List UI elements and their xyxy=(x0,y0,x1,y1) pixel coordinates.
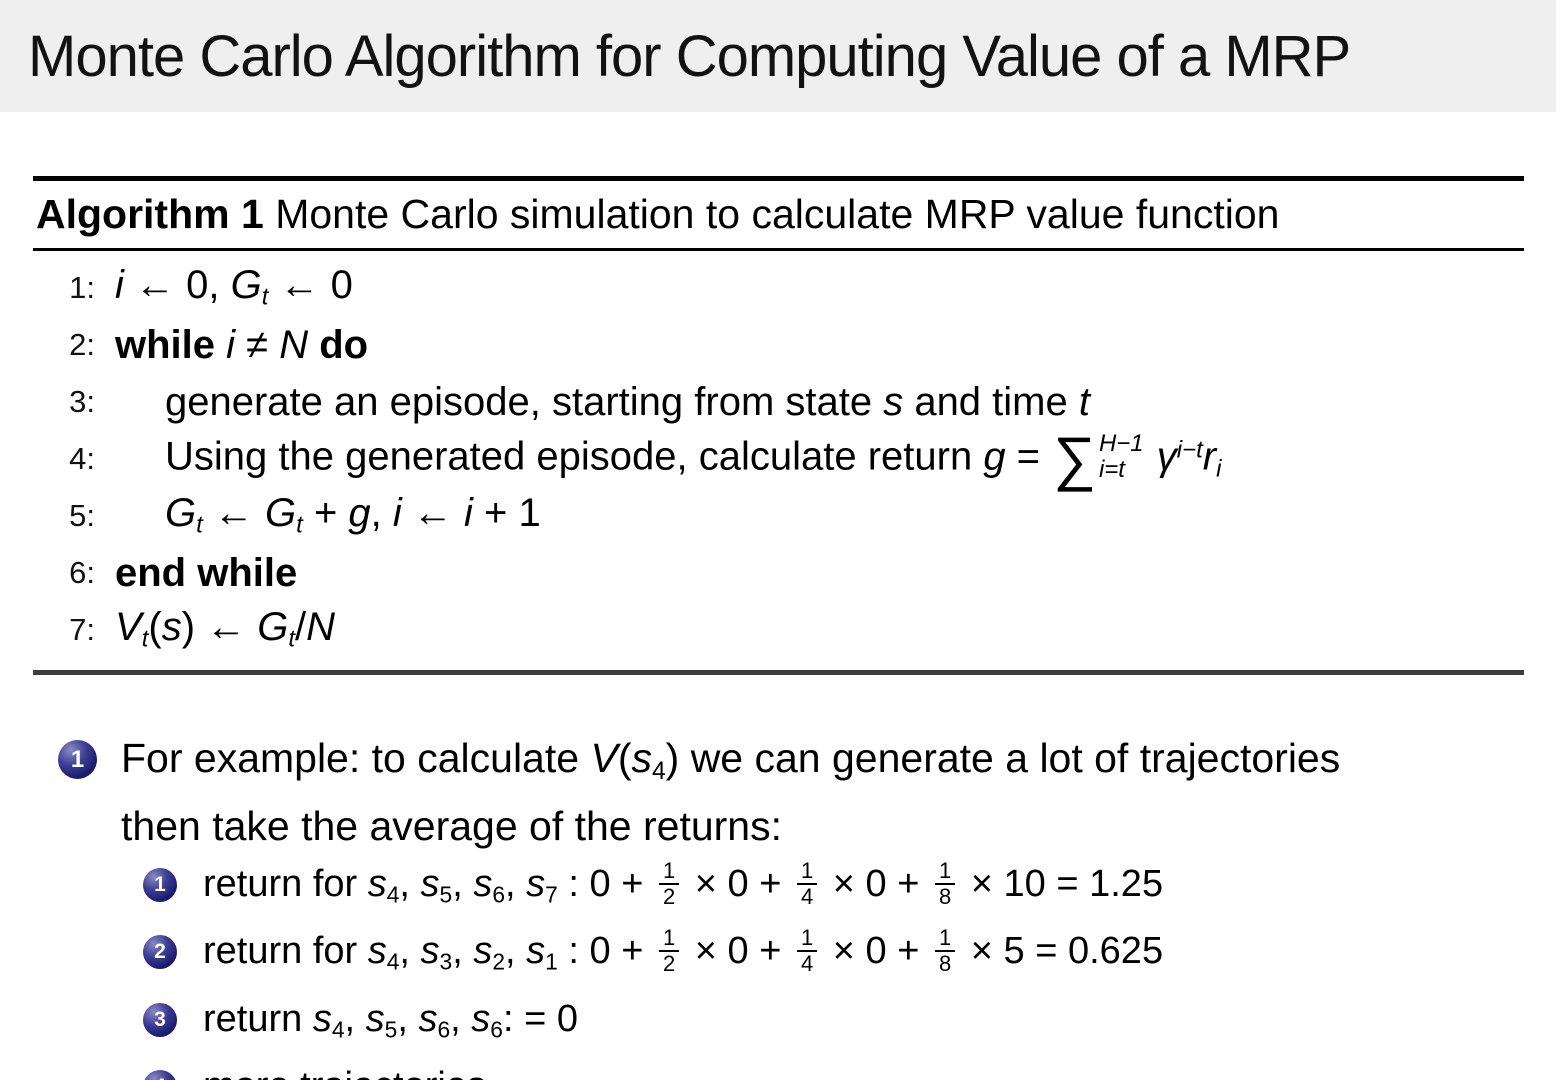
summation: ∑ H−1 i=t xyxy=(1053,424,1144,492)
line-content: Using the generated episode, calculate r… xyxy=(165,424,1222,492)
line-content: generate an episode, starting from state… xyxy=(165,379,1090,424)
item-text: more trajectories xyxy=(203,1060,486,1080)
item-line: For example: to calculate V(s4) we can g… xyxy=(121,735,1341,785)
item-number-badge: 1 xyxy=(143,867,177,902)
item-number-badge: 4 xyxy=(143,1070,177,1080)
line-content: Vt(s) ← Gt/N xyxy=(115,605,336,653)
item-number-badge: 1 xyxy=(58,740,97,779)
algorithm-line: 6: end while xyxy=(33,544,1524,601)
algorithm-body: 1: i ← 0, Gt ← 0 2: while i ≠ N do 3: generat… xyxy=(33,251,1524,675)
algorithm-line: 2: while i ≠ N do xyxy=(33,316,1524,373)
item-number-badge: 2 xyxy=(143,935,177,970)
algorithm-box: Algorithm 1 Monte Carlo simulation to ca… xyxy=(33,176,1524,675)
title-bar: Monte Carlo Algorithm for Computing Valu… xyxy=(0,0,1556,112)
item-line: more trajectories xyxy=(203,1060,486,1080)
list-item: 1 For example: to calculate V(s4) we can … xyxy=(58,731,1526,854)
item-number-badge: 3 xyxy=(143,1002,177,1037)
algorithm-line: 1: i ← 0, Gt ← 0 xyxy=(33,259,1524,316)
item-line: then take the average of the returns: xyxy=(121,802,782,849)
item-line: return s4, s5, s6, s6: = 0 xyxy=(203,997,578,1042)
item-text: For example: to calculate V(s4) we can g… xyxy=(121,731,1340,854)
line-content: i ← 0, Gt ← 0 xyxy=(115,263,353,311)
algorithm-line: 5: Gt ← Gt + g, i ← i + 1 xyxy=(33,487,1524,544)
algorithm-line: 4: Using the generated episode, calculate… xyxy=(33,424,1524,492)
list-item: 4 more trajectories xyxy=(143,1060,1526,1080)
line-number: 4: xyxy=(69,440,95,476)
line-content: while i ≠ N do xyxy=(115,322,369,367)
line-number: 2: xyxy=(69,326,95,362)
algorithm-line: 7: Vt(s) ← Gt/N xyxy=(33,601,1524,658)
item-text: return s4, s5, s6, s6: = 0 xyxy=(203,993,578,1056)
line-number: 3: xyxy=(69,383,95,419)
example-list: 1 For example: to calculate V(s4) we can … xyxy=(58,731,1526,1080)
list-item: 3 return s4, s5, s6, s6: = 0 xyxy=(143,993,1526,1056)
slide-title: Monte Carlo Algorithm for Computing Valu… xyxy=(28,23,1351,89)
line-content: Gt ← Gt + g, i ← i + 1 xyxy=(165,491,541,539)
line-number: 6: xyxy=(69,554,95,590)
line-number: 1: xyxy=(69,269,95,305)
sigma-glyph: ∑ xyxy=(1053,424,1096,492)
line-number: 7: xyxy=(69,611,95,647)
algorithm-line: 3: generate an episode, starting from sta… xyxy=(33,373,1524,430)
line-content: end while xyxy=(115,550,298,595)
algorithm-caption: Algorithm 1 Monte Carlo simulation to ca… xyxy=(33,181,1524,251)
line-number: 5: xyxy=(69,497,95,533)
